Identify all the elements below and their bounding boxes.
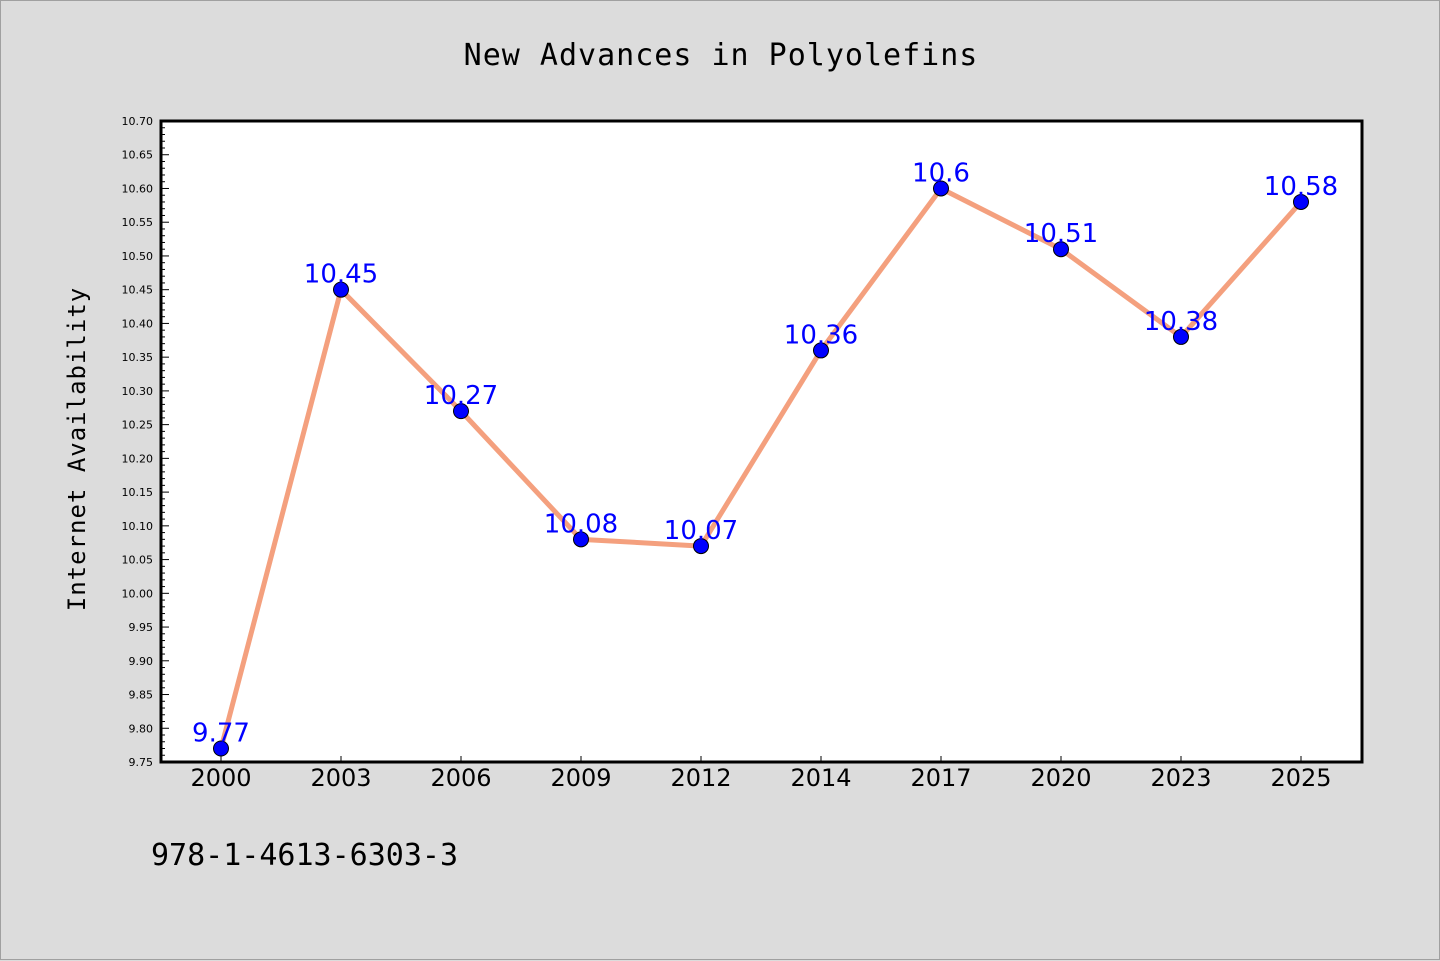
y-tick-label: 10.45 [122,284,154,297]
y-tick-label: 10.00 [122,587,154,600]
series-line [218,185,1303,750]
x-tick-label: 2025 [1270,764,1331,792]
y-tick-label: 10.40 [122,317,154,330]
data-point [453,403,469,420]
x-tick-label: 2012 [670,764,731,792]
isbn-footer: 978-1-4613-6303-3 [151,838,458,873]
x-tick-label: 2017 [910,764,971,792]
series-layer [213,180,1309,757]
data-point [1293,193,1309,210]
y-tick-label: 9.85 [129,689,154,702]
y-tick-label: 10.15 [122,486,154,499]
y-axis-label: Internet Availability [63,287,91,611]
x-tick-label: 2000 [190,764,251,792]
data-labels-layer: 9.77 10.45 10.27 10.08 10.07 10.36 10.6 10.51 10… [192,158,1338,748]
y-tick-label: 9.90 [129,655,154,668]
y-tick-label: 10.30 [122,385,154,398]
data-point [333,281,349,298]
plot-area [159,119,1364,764]
data-point [693,538,709,555]
y-axis-ticks: 9.75 9.80 9.85 9.90 9.95 10.00 10.05 10.10 10.15… [122,115,169,769]
y-tick-label: 10.70 [122,115,154,128]
data-label: 10.6 [912,158,970,188]
data-label: 10.58 [1264,172,1338,202]
y-tick-label: 10.05 [122,554,154,567]
data-label: 10.36 [784,320,858,350]
y-tick-label: 10.25 [122,419,154,432]
data-label: 10.38 [1144,307,1218,337]
y-tick-label: 10.10 [122,520,154,533]
x-tick-label: 2006 [430,764,491,792]
y-tick-label: 10.20 [122,452,154,465]
x-tick-label: 2014 [790,764,851,792]
data-label: 10.27 [424,381,498,411]
x-tick-label: 2003 [310,764,371,792]
y-tick-label: 10.35 [122,351,154,364]
y-tick-label: 10.65 [122,149,154,162]
data-point [933,180,949,197]
y-tick-label: 10.60 [122,182,154,195]
x-axis-ticks: 2000 2003 2006 2009 2012 2014 2017 2020 2023 2025 [190,756,1332,792]
y-tick-label: 9.75 [129,756,154,769]
x-tick-label: 2020 [1030,764,1091,792]
chart-title: New Advances in Polyolefins [464,38,979,73]
data-point [813,342,829,359]
data-label: 10.08 [544,509,618,539]
y-tick-label: 9.95 [129,621,154,634]
x-tick-label: 2009 [550,764,611,792]
data-point [573,531,589,548]
data-label: 10.45 [304,260,378,290]
data-point [1053,241,1069,258]
y-tick-label: 10.50 [122,250,154,263]
data-label: 10.07 [664,516,738,546]
y-tick-label: 9.80 [129,722,154,735]
data-label: 10.51 [1024,219,1098,249]
data-point [213,740,229,757]
y-tick-label: 10.55 [122,216,154,229]
x-tick-label: 2023 [1150,764,1211,792]
data-label: 9.77 [192,719,250,749]
data-point [1173,328,1189,345]
